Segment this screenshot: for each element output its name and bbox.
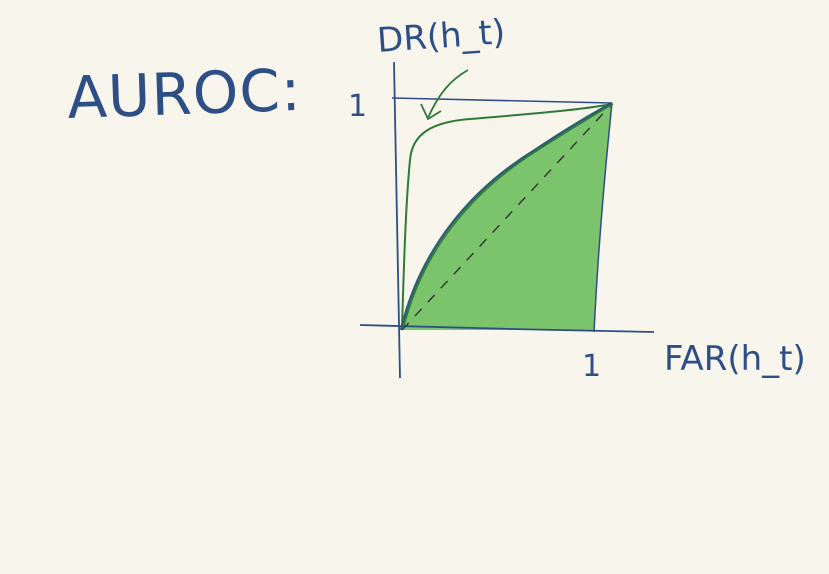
random-diagonal-line — [401, 103, 613, 331]
roc-curve-highlight — [403, 103, 614, 327]
roc-curve — [399, 101, 613, 331]
x-axis-label: FAR(h_t) — [664, 339, 806, 379]
right-bound-line — [593, 102, 613, 333]
auc-area — [401, 103, 612, 330]
x-tick-label: 1 — [582, 349, 601, 384]
x-axis-line — [359, 324, 655, 333]
y-axis-line — [393, 61, 401, 379]
ideal-roc-curve — [401, 103, 613, 329]
pointer-arrow-head — [420, 103, 442, 121]
y-tick-label: 1 — [348, 89, 367, 124]
title-text: AUROC: — [66, 56, 302, 132]
pointer-arrow — [427, 69, 469, 119]
top-bound-line — [391, 97, 613, 104]
y-axis-label: DR(h_t) — [376, 12, 507, 61]
